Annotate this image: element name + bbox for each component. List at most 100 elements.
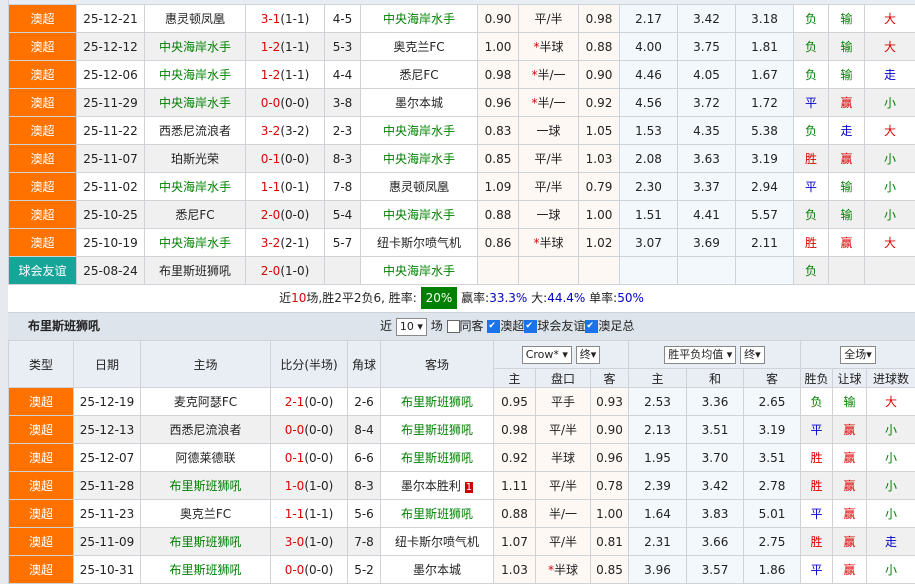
home-team-cell[interactable]: 中央海岸水手 xyxy=(145,61,246,89)
result-cell: 负 xyxy=(794,201,829,229)
league-cell: 澳超 xyxy=(9,117,77,145)
away-team-cell[interactable]: 中央海岸水手 xyxy=(361,117,478,145)
home-team-cell[interactable]: 珀斯光荣 xyxy=(145,145,246,173)
avg-home-cell: 2.39 xyxy=(629,472,687,500)
home-team-cell[interactable]: 布里斯班狮吼 xyxy=(145,257,246,285)
handicap-cell: 平/半 xyxy=(536,472,591,500)
league-cell: 澳超 xyxy=(9,173,77,201)
home-team-cell[interactable]: 中央海岸水手 xyxy=(145,173,246,201)
avg-draw-cell: 3.37 xyxy=(678,173,736,201)
away-team-cell[interactable]: 纽卡斯尔喷气机 xyxy=(361,229,478,257)
home-odds-cell: 0.88 xyxy=(494,500,536,528)
corner-cell: 6-6 xyxy=(348,444,381,472)
same-away-checkbox[interactable] xyxy=(447,320,460,333)
home-team-cell[interactable]: 奥克兰FC xyxy=(141,500,271,528)
scope-select[interactable]: 全场▾ xyxy=(840,346,876,364)
home-team-cell[interactable]: 麦克阿瑟FC xyxy=(141,388,271,416)
home-team-cell[interactable]: 西悉尼流浪者 xyxy=(145,117,246,145)
home-team-cell[interactable]: 布里斯班狮吼 xyxy=(141,472,271,500)
away-team-cell[interactable]: 墨尔本城 xyxy=(361,89,478,117)
away-team-cell[interactable]: 惠灵顿凤凰 xyxy=(361,173,478,201)
avg-draw-cell: 3.69 xyxy=(678,229,736,257)
filter-aleague-checkbox[interactable]: ✔ xyxy=(487,320,500,333)
league-cell: 澳超 xyxy=(9,33,77,61)
handicap-cell: 平/半 xyxy=(519,173,579,201)
subheader-2: 客 xyxy=(591,369,629,388)
subheader-7: 让球 xyxy=(833,369,867,388)
avg-home-cell: 2.08 xyxy=(620,145,678,173)
away-team-cell[interactable]: 中央海岸水手 xyxy=(361,145,478,173)
avg-final-select[interactable]: 终▾ xyxy=(740,346,765,364)
avg-draw-cell: 4.05 xyxy=(678,61,736,89)
away-team-cell[interactable]: 墨尔本胜利 1 xyxy=(381,472,494,500)
avg-away-cell: 2.94 xyxy=(736,173,794,201)
away-team-cell[interactable]: 纽卡斯尔喷气机 xyxy=(381,528,494,556)
handicap-result-cell: 赢 xyxy=(829,89,865,117)
home-team-cell[interactable]: 悉尼FC xyxy=(145,201,246,229)
home-odds-cell: 1.07 xyxy=(494,528,536,556)
away-team-cell[interactable]: 奥克兰FC xyxy=(361,33,478,61)
away-team-cell[interactable]: 悉尼FC xyxy=(361,61,478,89)
avg-home-cell: 2.17 xyxy=(620,5,678,33)
corner-cell: 5-6 xyxy=(348,500,381,528)
filter-friendly-checkbox[interactable]: ✔ xyxy=(524,320,537,333)
home-team-cell[interactable]: 阿德莱德联 xyxy=(141,444,271,472)
avg-home-cell: 2.13 xyxy=(629,416,687,444)
away-team-cell[interactable]: 布里斯班狮吼 xyxy=(381,500,494,528)
score-cell: 0-1(0-0) xyxy=(246,145,325,173)
handicap-cell: 半球 xyxy=(536,444,591,472)
home-team-cell[interactable]: 布里斯班狮吼 xyxy=(141,556,271,584)
handicap-result-cell: 赢 xyxy=(829,145,865,173)
corner-cell: 2-6 xyxy=(348,388,381,416)
score-cell: 3-0(1-0) xyxy=(271,528,348,556)
away-team-cell[interactable]: 布里斯班狮吼 xyxy=(381,388,494,416)
handicap-result-cell: 输 xyxy=(829,173,865,201)
score-cell: 0-1(0-0) xyxy=(271,444,348,472)
avg-away-cell: 2.78 xyxy=(744,472,801,500)
avg-draw-cell: 3.57 xyxy=(687,556,744,584)
avg-home-cell: 4.00 xyxy=(620,33,678,61)
match-count-select[interactable]: 10 ▾ xyxy=(396,318,427,336)
corner-cell: 7-8 xyxy=(348,528,381,556)
away-team-cell[interactable]: 布里斯班狮吼 xyxy=(381,416,494,444)
filter-ffa-cup-checkbox[interactable]: ✔ xyxy=(585,320,598,333)
home-team-cell[interactable]: 西悉尼流浪者 xyxy=(141,416,271,444)
home-team-cell[interactable]: 中央海岸水手 xyxy=(145,229,246,257)
away-team-cell[interactable]: 布里斯班狮吼 xyxy=(381,444,494,472)
home-team-cell[interactable]: 中央海岸水手 xyxy=(145,89,246,117)
avg-away-cell: 2.11 xyxy=(736,229,794,257)
away-team-cell[interactable]: 中央海岸水手 xyxy=(361,257,478,285)
avg-select[interactable]: 胜平负均值 ▾ xyxy=(664,346,736,364)
away-team-cell[interactable]: 中央海岸水手 xyxy=(361,5,478,33)
away-team-cell[interactable]: 中央海岸水手 xyxy=(361,201,478,229)
score-cell: 3-2(3-2) xyxy=(246,117,325,145)
company-select[interactable]: Crow* ▾ xyxy=(522,346,572,364)
avg-draw-cell: 3.70 xyxy=(687,444,744,472)
result-cell: 胜 xyxy=(794,145,829,173)
avg-home-cell: 3.07 xyxy=(620,229,678,257)
section-header: 布里斯班狮吼 近 10 ▾ 场 同客 ✔澳超✔球会友谊✔澳足总 xyxy=(8,313,915,340)
odds-final-select[interactable]: 终▾ xyxy=(576,346,601,364)
home-team-cell[interactable]: 惠灵顿凤凰 xyxy=(145,5,246,33)
away-team-cell[interactable]: 墨尔本城 xyxy=(381,556,494,584)
handicap-cell: 一球 xyxy=(519,201,579,229)
home-team-cell[interactable]: 布里斯班狮吼 xyxy=(141,528,271,556)
home-team-cell[interactable]: 中央海岸水手 xyxy=(145,33,246,61)
